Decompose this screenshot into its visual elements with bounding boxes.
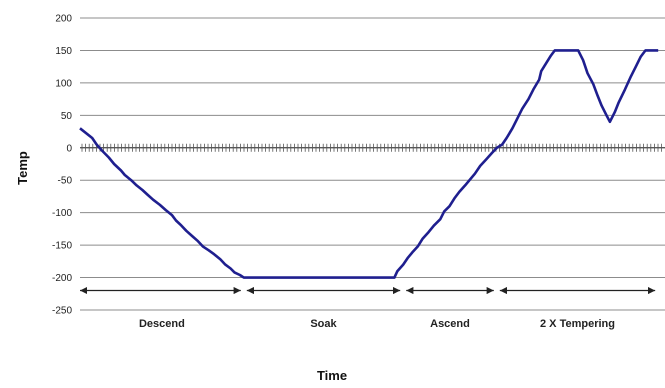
temperature-series-line (79, 49, 659, 279)
y-tick-label: 50 (61, 111, 73, 122)
y-tick-label: -200 (52, 273, 72, 284)
y-tick-label: 0 (66, 143, 72, 154)
grid-lines (80, 17, 665, 311)
phase-label: Descend (139, 318, 185, 330)
phase-label: 2 X Tempering (540, 318, 615, 330)
y-tick-label: -150 (52, 241, 72, 252)
series-layer (79, 49, 659, 279)
y-axis-title: Temp (15, 151, 30, 185)
y-tick-label: -100 (52, 208, 72, 219)
y-axis-ticks: 200 150 100 50 0 -50 -100 -150 -200 -250 (52, 14, 72, 317)
y-tick-label: -50 (58, 176, 73, 187)
y-tick-label: 150 (55, 46, 72, 57)
y-tick-label: -250 (52, 306, 72, 317)
y-tick-label: 200 (55, 14, 72, 25)
y-tick-label: 100 (55, 78, 72, 89)
x-axis-title: Time (317, 368, 347, 383)
phase-label: Soak (310, 318, 337, 330)
phase-annotations: Descend Soak Ascend 2 X Tempering (80, 286, 656, 330)
zero-axis-minor-ticks (80, 143, 665, 152)
phase-label: Ascend (430, 318, 470, 330)
